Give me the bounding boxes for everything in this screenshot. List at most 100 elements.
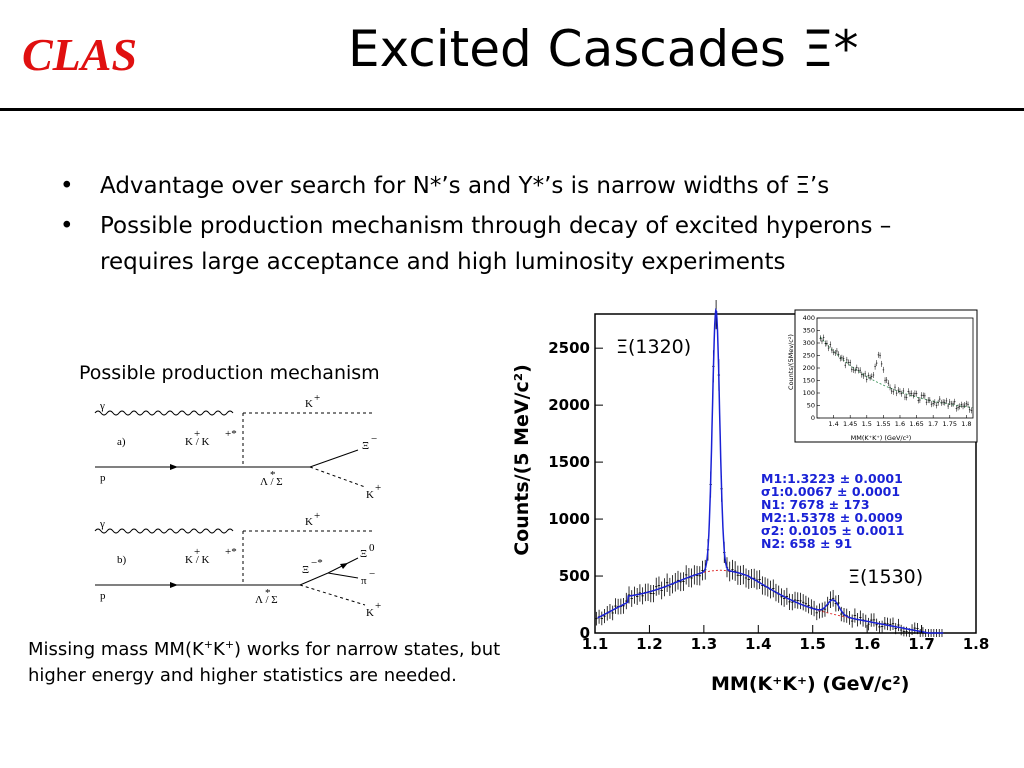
label-hyperon-sup: * <box>265 587 271 599</box>
fit-n1: N1: 7678 ± 173 <box>761 497 870 512</box>
diagram-b: γ K + b) K / K + +* p Λ / Σ * Ξ −* Ξ 0 π… <box>94 510 381 619</box>
title-divider <box>0 108 1024 111</box>
inset-content: 1.4 1.45 1.5 1.55 1.6 1.65 1.7 1.75 1.8 0 50 100 150… <box>803 314 974 428</box>
inset-y-tick-label: 200 <box>803 364 815 372</box>
label-k-top: K <box>305 516 313 528</box>
label-xi-star: Ξ <box>302 564 309 576</box>
inset-y-tick-label: 50 <box>807 402 815 410</box>
inset-x-label: MM(K⁺K⁺) (GeV/c²) <box>851 434 912 442</box>
label-k-top-sup: + <box>314 395 320 404</box>
peak-label-1320: Ξ(1320) <box>616 336 691 358</box>
inset-y-tick-label: 350 <box>803 327 815 335</box>
label-k-out: K <box>366 607 374 619</box>
x-tick-label: 1.2 <box>636 635 663 653</box>
inset-x-tick-label: 1.8 <box>961 420 971 428</box>
inset-x-tick-label: 1.45 <box>843 420 857 428</box>
label-k-top: K <box>305 398 313 410</box>
inset-y-tick-label: 250 <box>803 352 815 360</box>
inset-x-tick-label: 1.55 <box>876 420 890 428</box>
label-xi-sup: − <box>371 433 377 445</box>
missing-mass-chart: 1.1 1.2 1.3 1.4 1.5 1.6 1.7 1.8 050010001500200… <box>511 300 990 695</box>
x-tick-labels: 1.1 1.2 1.3 1.4 1.5 1.6 1.7 1.8 <box>582 625 990 653</box>
y-tick-label: 2500 <box>548 339 590 357</box>
arrow-icon <box>170 464 178 470</box>
label-xi-star-sup: −* <box>311 557 323 569</box>
feynman-diagrams: γ K + a) K / K + +* p Λ / Σ * Ξ − K + γ … <box>94 395 381 619</box>
bullet-text: Possible production mechanism through de… <box>100 213 892 275</box>
bullet-marker: • <box>60 213 74 239</box>
label-gamma: γ <box>99 518 105 530</box>
x-tick-label: 1.1 <box>582 635 609 653</box>
label-hyperon-sup: * <box>270 469 276 481</box>
x-tick-label: 1.3 <box>691 635 718 653</box>
fit-s2: σ2: 0.0105 ± 0.0011 <box>761 523 904 538</box>
label-xi: Ξ <box>362 440 369 452</box>
y-tick-label: 1500 <box>548 453 590 471</box>
fit-m1: M1:1.3223 ± 0.0001 <box>761 471 903 486</box>
fit-n2: N2: 658 ± 91 <box>761 536 852 551</box>
label-xi0-sup: 0 <box>369 542 375 554</box>
arrow-icon <box>170 582 178 588</box>
note-mid: K <box>213 639 225 660</box>
label-k-out: K <box>366 489 374 501</box>
slide-title: Excited Cascades Ξ* <box>348 20 859 78</box>
arrow-icon <box>340 563 348 569</box>
inset-x-tick-label: 1.4 <box>828 420 838 428</box>
inset-plot: 1.4 1.45 1.5 1.55 1.6 1.65 1.7 1.75 1.8 0 50 100 150… <box>787 309 978 443</box>
note-suffix: ) works for narrow states, but higher en… <box>28 639 501 686</box>
xi-star-line <box>299 572 329 586</box>
missing-mass-note: Missing mass MM(K+K+) works for narrow s… <box>28 632 528 689</box>
inset-y-tick-label: 300 <box>803 339 815 347</box>
xi-line <box>309 449 359 468</box>
label-k-out-sup: + <box>375 600 381 612</box>
inset-y-tick-label: 150 <box>803 377 815 385</box>
label-tag: b) <box>117 554 127 566</box>
fit-s1: σ1:0.0067 ± 0.0001 <box>761 484 900 499</box>
kout-line <box>299 584 366 606</box>
x-tick-label: 1.7 <box>908 635 935 653</box>
main-plot <box>594 313 977 634</box>
diagram-a: γ K + a) K / K + +* p Λ / Σ * Ξ − K + <box>94 395 381 501</box>
signal-fit-curve <box>597 307 944 634</box>
note-sup2: + <box>224 638 235 651</box>
label-exchange-sup1: + <box>194 428 200 440</box>
label-exchange: K / K <box>185 436 210 448</box>
y-tick-label: 1000 <box>548 510 590 528</box>
note-sup1: + <box>203 638 213 651</box>
photon-line <box>94 528 234 534</box>
kout-line <box>309 466 366 488</box>
label-hyperon: Λ / Σ <box>255 594 278 606</box>
plot-frame <box>594 313 977 634</box>
note-prefix: Missing mass MM(K <box>28 639 204 660</box>
mechanism-caption: Possible production mechanism <box>79 362 380 384</box>
label-pi: π <box>361 575 367 587</box>
label-tag: a) <box>117 436 126 448</box>
fit-m2: M2:1.5378 ± 0.0009 <box>761 510 903 525</box>
label-xi0: Ξ <box>360 548 367 560</box>
y-tick-labels: 0 500 1000 1500 2000 2500 <box>548 339 603 642</box>
inset-y-tick-label: 400 <box>803 314 815 322</box>
label-k-out-sup: + <box>375 482 381 494</box>
label-exchange-sup2: +* <box>225 546 237 558</box>
label-exchange-sup1: + <box>194 546 200 558</box>
label-exchange-sup2: +* <box>225 428 237 440</box>
clas-logo: CLAS <box>22 29 138 80</box>
y-tick-label: 2000 <box>548 396 590 414</box>
photon-line <box>94 410 234 416</box>
x-tick-label: 1.5 <box>799 635 826 653</box>
inset-y-label: Counts/(5Mev/c²) <box>787 334 795 390</box>
x-axis-label: MM(K⁺K⁺) (GeV/c²) <box>711 673 909 695</box>
label-gamma: γ <box>99 400 105 412</box>
bullet-item: • Advantage over search for N*’s and Y*’… <box>60 168 970 204</box>
y-tick-label: 0 <box>580 624 590 642</box>
x-tick-label: 1.8 <box>963 635 990 653</box>
inset-x-tick-label: 1.65 <box>909 420 923 428</box>
bullet-item: • Possible production mechanism through … <box>60 208 970 280</box>
label-hyperon: Λ / Σ <box>260 476 283 488</box>
y-axis-label: Counts/(5 MeV/c²) <box>511 364 533 556</box>
bullet-list: • Advantage over search for N*’s and Y*’… <box>60 168 970 284</box>
label-pi-sup: − <box>369 568 375 580</box>
inset-x-tick-label: 1.7 <box>928 420 938 428</box>
inset-y-tick-label: 0 <box>811 414 815 422</box>
label-exchange: K / K <box>185 554 210 566</box>
